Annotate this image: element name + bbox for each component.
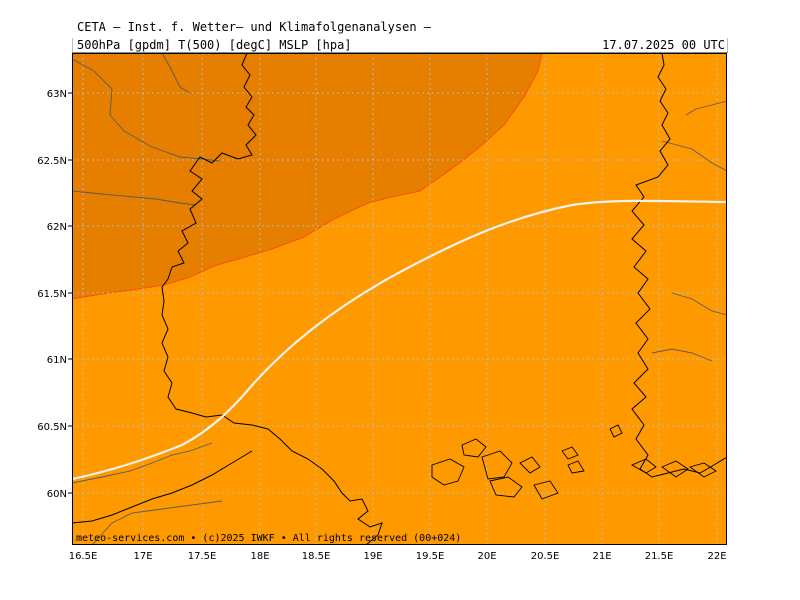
mslp-isobar [72,199,727,481]
temperature-boundary [72,53,543,300]
lon-tick-label: 18.5E [302,551,331,562]
lon-tick-label: 19E [363,551,382,562]
lon-tick-label: 18E [250,551,269,562]
swedish-coastline [72,53,383,545]
lon-tick-label: 21.5E [645,551,674,562]
copyright-credit: meteo-services.com • (c)2025 IWKF • All … [76,533,462,544]
weather-map [72,53,727,545]
lon-tick-label: 17E [133,551,152,562]
lat-tick-label: 62.5N [37,156,67,167]
longitude-axis: 16.5E 17E 17.5E 18E 18.5E 19E 19.5E 20E 20.5E 21E… [69,551,727,562]
country-borders [72,53,727,545]
lat-tick-label: 63N [47,89,67,100]
lon-tick-label: 16.5E [69,551,98,562]
finnish-coastline [631,53,727,478]
subtitle-rule [72,52,728,53]
valid-time: 17.07.2025 00 UTC [602,38,725,52]
lon-tick-label: 21E [592,551,611,562]
lat-tick-label: 62N [47,222,67,233]
lon-tick-label: 20E [477,551,496,562]
lon-tick-label: 22E [707,551,726,562]
lon-tick-label: 20.5E [531,551,560,562]
subtitle-box-left [72,38,73,52]
lat-tick-label: 61.5N [37,289,67,300]
lat-lon-grid [72,53,727,545]
cool-temperature-field [72,53,542,299]
lat-tick-label: 60N [47,489,67,500]
lat-tick-label: 60.5N [37,422,67,433]
lon-tick-label: 19.5E [416,551,445,562]
parameter-legend: 500hPa [gpdm] T(500) [degC] MSLP [hpa] [77,38,352,52]
aland-islands [431,424,717,500]
latitude-axis: 63N 62.5N 62N 61.5N 61N 60.5N 60N [37,89,72,500]
lat-tick-label: 61N [47,355,67,366]
lon-tick-label: 17.5E [188,551,217,562]
map-panel [72,53,727,545]
subtitle-box-right [727,38,728,52]
map-border [72,53,727,545]
chart-title: CETA — Inst. f. Wetter— und Klimafolgena… [77,20,432,34]
